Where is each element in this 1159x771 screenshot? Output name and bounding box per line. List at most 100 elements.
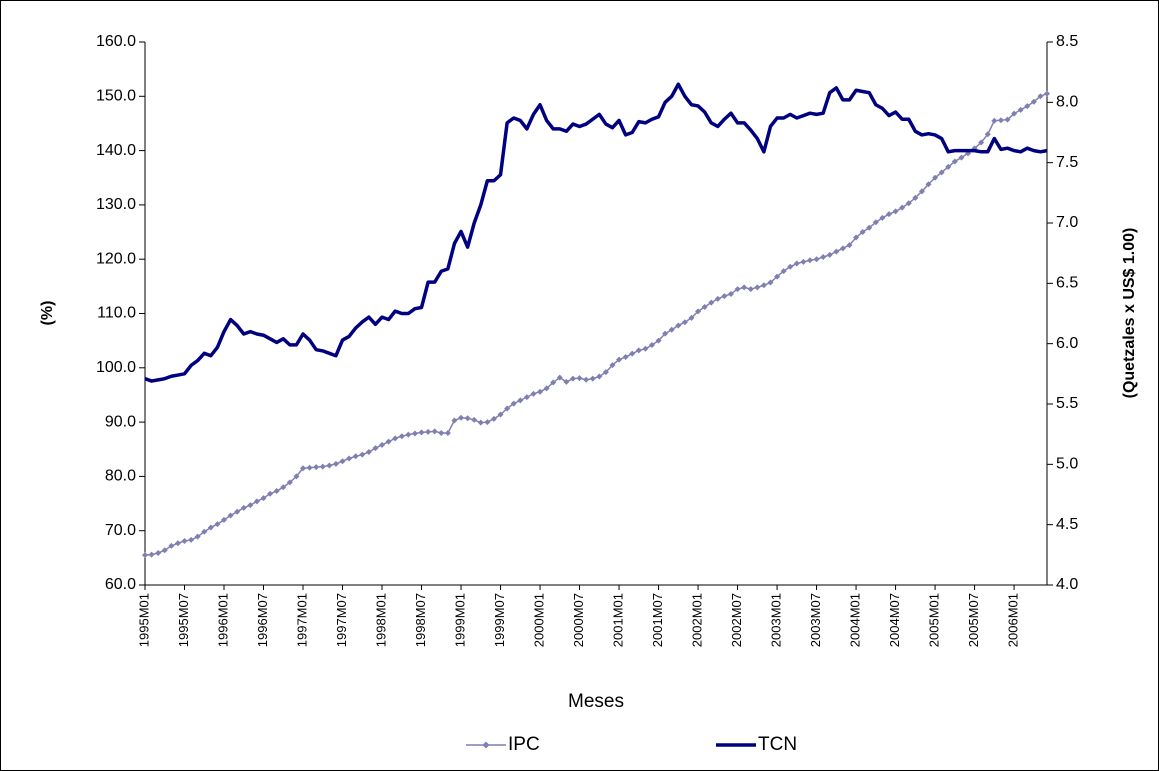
data-point	[714, 295, 721, 302]
data-point	[221, 516, 228, 523]
data-point	[411, 430, 418, 437]
data-point	[866, 224, 873, 231]
x-tick-label: 2005M07	[966, 593, 981, 647]
data-point	[1044, 90, 1050, 97]
data-point	[721, 293, 728, 300]
data-point	[602, 369, 609, 376]
data-point	[339, 458, 346, 465]
data-point	[622, 353, 629, 360]
data-point	[912, 194, 919, 201]
data-point	[747, 286, 754, 293]
data-point	[556, 374, 563, 381]
legend-marker	[482, 741, 490, 749]
data-point	[234, 508, 241, 515]
data-point	[188, 536, 195, 543]
data-point	[991, 117, 998, 124]
data-point	[918, 188, 925, 195]
data-point	[1017, 106, 1024, 113]
data-point	[708, 299, 715, 306]
data-point	[583, 376, 590, 383]
y2-tick-label: 6.0	[1056, 335, 1078, 352]
data-point	[596, 373, 603, 380]
data-point	[800, 258, 807, 265]
y-tick-label: 140.0	[96, 142, 136, 159]
data-point	[510, 400, 517, 407]
data-point	[629, 350, 636, 357]
y-tick-label: 100.0	[96, 359, 136, 376]
data-point	[1024, 103, 1031, 110]
y2-tick-label: 7.0	[1056, 214, 1078, 231]
data-point	[326, 462, 333, 469]
y2-tick-label: 7.5	[1056, 154, 1078, 171]
data-point	[616, 356, 623, 363]
data-point	[655, 337, 662, 344]
data-point	[365, 448, 372, 455]
data-point	[464, 415, 471, 422]
y-tick-label: 160.0	[96, 33, 136, 50]
data-point	[609, 362, 616, 369]
data-point	[885, 211, 892, 218]
y-tick-label: 150.0	[96, 88, 136, 105]
data-point	[418, 429, 425, 436]
data-point	[741, 284, 748, 291]
data-point	[846, 242, 853, 249]
x-tick-label: 2001M01	[610, 593, 625, 647]
y2-tick-label: 5.5	[1056, 395, 1078, 412]
data-point	[181, 538, 188, 545]
data-point	[346, 455, 353, 462]
data-point	[530, 390, 537, 397]
data-point	[853, 234, 860, 241]
data-point	[675, 322, 682, 329]
data-point	[635, 347, 642, 354]
y2-tick-label: 4.0	[1056, 576, 1078, 593]
data-point	[668, 326, 675, 333]
x-tick-label: 2001M07	[650, 593, 665, 647]
x-tick-label: 2002M07	[729, 593, 744, 647]
data-point	[780, 268, 787, 275]
data-point	[774, 273, 781, 280]
data-point	[662, 330, 669, 337]
data-point	[490, 415, 497, 422]
data-point	[161, 547, 168, 554]
data-point	[701, 303, 708, 310]
data-point	[793, 260, 800, 267]
data-point	[431, 428, 438, 435]
y-tick-label: 80.0	[105, 468, 136, 485]
x-tick-label: 2003M01	[768, 593, 783, 647]
data-point	[438, 429, 445, 436]
data-point	[247, 502, 254, 509]
data-point	[471, 416, 478, 423]
data-point	[727, 290, 734, 297]
y2-tick-label: 4.5	[1056, 516, 1078, 533]
data-point	[925, 181, 932, 188]
data-point	[892, 208, 899, 215]
data-point	[958, 154, 965, 161]
x-tick-label: 2002M01	[689, 593, 704, 647]
y-tick-label: 90.0	[105, 413, 136, 430]
data-point	[839, 245, 846, 252]
data-point	[997, 117, 1004, 124]
data-point	[306, 464, 313, 471]
data-point	[550, 379, 557, 386]
data-point	[523, 394, 530, 401]
data-point	[1030, 98, 1037, 105]
data-point	[899, 204, 906, 211]
data-point	[201, 528, 208, 535]
data-point	[300, 465, 307, 472]
data-point	[859, 229, 866, 236]
data-point	[734, 286, 741, 293]
data-point	[517, 397, 524, 404]
y-tick-label: 120.0	[96, 250, 136, 267]
x-tick-label: 2006M01	[1006, 593, 1021, 647]
y2-tick-label: 5.0	[1056, 456, 1078, 473]
data-point	[984, 131, 991, 138]
data-point	[359, 451, 366, 458]
data-point	[142, 552, 148, 559]
data-point	[767, 279, 774, 286]
data-point	[372, 445, 379, 452]
x-tick-label: 2005M01	[927, 593, 942, 647]
x-tick-label: 1998M07	[413, 593, 428, 647]
data-point	[1011, 110, 1018, 117]
data-point	[978, 139, 985, 146]
